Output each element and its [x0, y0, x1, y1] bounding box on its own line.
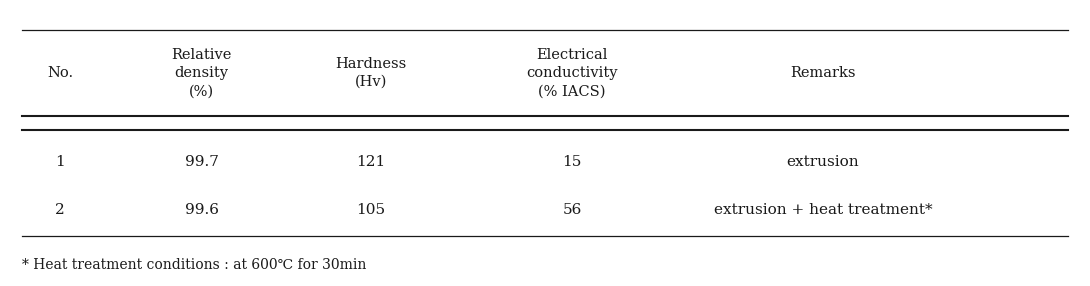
- Text: No.: No.: [47, 66, 73, 80]
- Text: extrusion + heat treatment*: extrusion + heat treatment*: [714, 203, 932, 217]
- Text: Remarks: Remarks: [790, 66, 856, 80]
- Text: extrusion: extrusion: [787, 155, 859, 168]
- Text: 121: 121: [356, 155, 385, 168]
- Text: 1: 1: [56, 155, 64, 168]
- Text: * Heat treatment conditions : at 600℃ for 30min: * Heat treatment conditions : at 600℃ fo…: [22, 258, 366, 271]
- Text: 56: 56: [562, 203, 582, 217]
- Text: Electrical
conductivity
(% IACS): Electrical conductivity (% IACS): [526, 47, 618, 98]
- Text: 105: 105: [356, 203, 385, 217]
- Text: 99.6: 99.6: [184, 203, 219, 217]
- Text: 15: 15: [562, 155, 582, 168]
- Text: 2: 2: [56, 203, 64, 217]
- Text: Hardness
(Hv): Hardness (Hv): [335, 57, 407, 89]
- Text: 99.7: 99.7: [184, 155, 219, 168]
- Text: Relative
density
(%): Relative density (%): [171, 47, 232, 98]
